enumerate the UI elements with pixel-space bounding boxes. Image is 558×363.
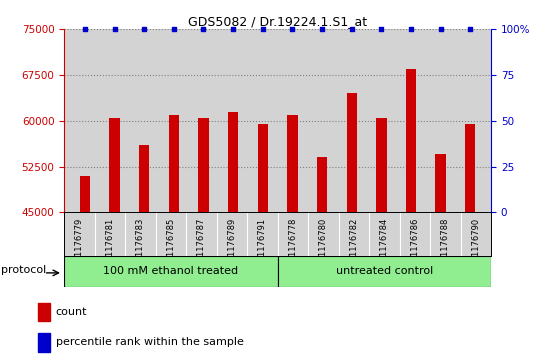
Bar <box>376 118 387 212</box>
Point <box>407 26 416 32</box>
Bar <box>64 256 278 287</box>
Point <box>436 26 445 32</box>
Point <box>140 26 148 32</box>
Bar <box>287 115 297 212</box>
Text: GSM1176789: GSM1176789 <box>227 217 237 274</box>
Point <box>199 26 208 32</box>
Text: GSM1176787: GSM1176787 <box>197 217 206 274</box>
Text: protocol: protocol <box>1 265 46 275</box>
Point <box>229 26 238 32</box>
Text: GSM1176783: GSM1176783 <box>136 217 145 274</box>
Point <box>110 26 119 32</box>
Point <box>170 26 179 32</box>
Bar <box>169 115 179 212</box>
Text: GSM1176784: GSM1176784 <box>380 217 389 274</box>
Point <box>377 26 386 32</box>
Text: untreated control: untreated control <box>336 266 433 276</box>
Text: GSM1176779: GSM1176779 <box>75 217 84 274</box>
Text: 100 mM ethanol treated: 100 mM ethanol treated <box>103 266 238 276</box>
Text: GSM1176790: GSM1176790 <box>472 217 480 274</box>
Point <box>80 26 89 32</box>
Bar <box>317 157 327 212</box>
Bar <box>347 93 357 212</box>
Point <box>258 26 267 32</box>
Text: GSM1176781: GSM1176781 <box>105 217 114 274</box>
Text: GSM1176778: GSM1176778 <box>288 217 297 274</box>
Bar <box>258 124 268 212</box>
Bar <box>109 118 120 212</box>
Bar <box>465 124 475 212</box>
Text: GSM1176788: GSM1176788 <box>441 217 450 274</box>
Text: count: count <box>56 307 87 317</box>
Bar <box>228 111 238 212</box>
Bar <box>139 145 150 212</box>
Bar <box>406 69 416 212</box>
Point <box>288 26 297 32</box>
Bar <box>198 118 209 212</box>
Bar <box>278 256 491 287</box>
Title: GDS5082 / Dr.19224.1.S1_at: GDS5082 / Dr.19224.1.S1_at <box>188 15 367 28</box>
Point <box>466 26 475 32</box>
Point <box>347 26 356 32</box>
Bar <box>38 303 51 322</box>
Point <box>318 26 326 32</box>
Text: GSM1176780: GSM1176780 <box>319 217 328 274</box>
Bar <box>38 333 51 351</box>
Text: GSM1176786: GSM1176786 <box>410 217 419 274</box>
Text: GSM1176791: GSM1176791 <box>258 217 267 274</box>
Text: GSM1176785: GSM1176785 <box>166 217 175 274</box>
Bar <box>435 154 446 212</box>
Bar <box>80 176 90 212</box>
Text: percentile rank within the sample: percentile rank within the sample <box>56 337 243 347</box>
Text: GSM1176782: GSM1176782 <box>349 217 358 274</box>
